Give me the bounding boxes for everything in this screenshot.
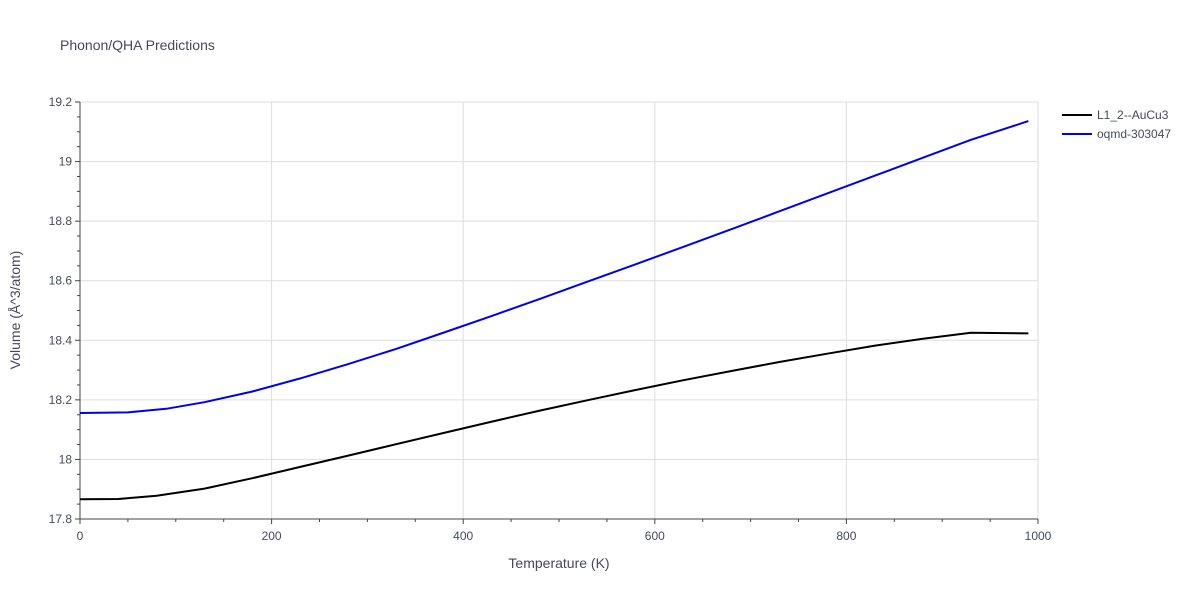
x-tick-label: 1000: [1025, 529, 1052, 543]
x-tick-label: 200: [262, 529, 282, 543]
x-tick-label: 800: [836, 529, 856, 543]
legend-label-0: L1_2--AuCu3: [1097, 108, 1169, 122]
y-tick-label: 18: [59, 452, 73, 466]
grid-layer: [80, 101, 1039, 519]
chart-title: Phonon/QHA Predictions: [60, 37, 215, 53]
y-tick-label: 18.6: [49, 274, 73, 288]
axis-layer: 0 200 400 600 800 1000 17.8 18 18.2 18.4 18.6 18.8 1…: [49, 95, 1052, 543]
x-axis-title: Temperature (K): [508, 555, 609, 571]
y-tick-label: 19.2: [49, 95, 73, 109]
series-line-1: [79, 120, 1029, 414]
x-tick-label: 600: [645, 529, 665, 543]
y-tick-label: 18.4: [49, 333, 73, 347]
series-line-0: [79, 331, 1029, 501]
x-tick-label: 400: [453, 529, 473, 543]
series-layer: [79, 120, 1029, 501]
y-tick-label: 18.2: [49, 393, 73, 407]
y-tick-label: 17.8: [49, 512, 73, 526]
legend-label-1: oqmd-303047: [1097, 127, 1171, 141]
x-tick-label: 0: [77, 529, 84, 543]
y-tick-label: 18.8: [49, 214, 73, 228]
y-axis-title: Volume (Å^3/atom): [7, 251, 23, 370]
y-tick-label: 19: [59, 155, 73, 169]
legend: L1_2--AuCu3 oqmd-303047: [1062, 108, 1171, 141]
